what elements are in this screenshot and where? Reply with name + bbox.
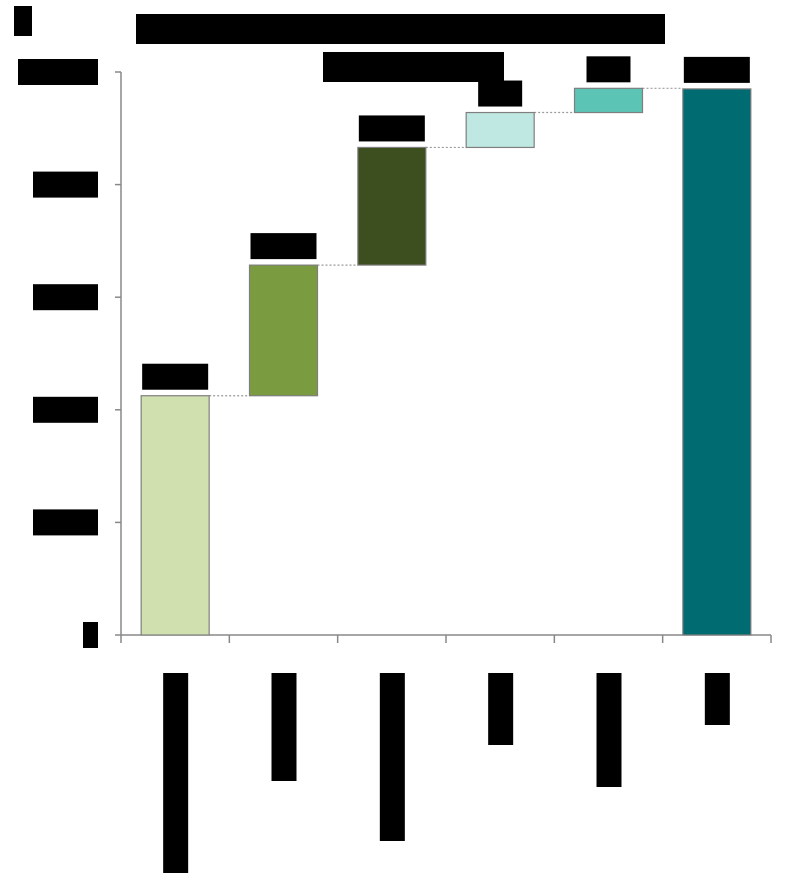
data-label-redacted bbox=[683, 56, 750, 83]
bar-step-3 bbox=[357, 146, 427, 266]
data-label-redacted bbox=[250, 233, 317, 260]
x-tick-label-redacted bbox=[379, 673, 405, 841]
chart-title-redacted bbox=[136, 14, 665, 44]
bar-step-4 bbox=[465, 111, 535, 149]
x-tick-label-redacted bbox=[596, 673, 622, 787]
y-tick-label-redacted bbox=[33, 509, 98, 536]
corner-label-redacted bbox=[14, 6, 32, 36]
data-label-redacted bbox=[586, 56, 631, 83]
data-label-redacted bbox=[358, 115, 425, 142]
chart-subtitle-redacted bbox=[323, 52, 504, 82]
x-tick-label-redacted bbox=[271, 673, 297, 781]
bars bbox=[140, 87, 752, 636]
x-tick-labels bbox=[163, 673, 730, 873]
y-tick-label-redacted bbox=[83, 622, 98, 648]
y-tick-label-redacted bbox=[18, 59, 98, 85]
bar-step-5 bbox=[573, 87, 644, 114]
y-tick-labels bbox=[18, 59, 98, 648]
axes bbox=[115, 71, 772, 643]
bar-step-6 bbox=[682, 88, 752, 636]
data-labels bbox=[142, 56, 750, 390]
data-label-redacted bbox=[478, 80, 523, 107]
x-tick-label-redacted bbox=[704, 673, 730, 725]
data-label-redacted bbox=[142, 363, 209, 390]
bar-step-1 bbox=[140, 395, 210, 636]
x-tick-label-redacted bbox=[488, 673, 514, 745]
bar-step-2 bbox=[248, 264, 319, 397]
y-tick-label-redacted bbox=[33, 171, 98, 198]
connectors bbox=[209, 87, 683, 397]
y-tick-label-redacted bbox=[33, 284, 98, 311]
x-tick-label-redacted bbox=[163, 673, 189, 873]
y-tick-label-redacted bbox=[33, 396, 98, 423]
